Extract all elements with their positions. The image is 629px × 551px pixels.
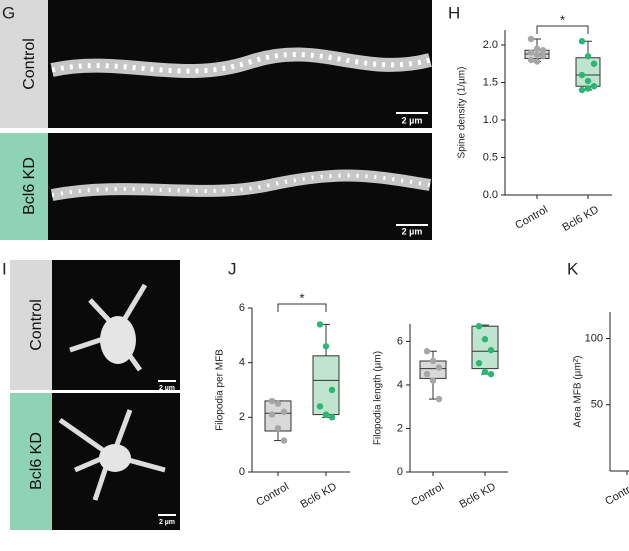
data-point	[435, 364, 443, 371]
y-tick-label: 100	[585, 332, 603, 344]
label-bar	[10, 393, 52, 530]
x-tick-label: Bcl6 KD	[299, 481, 339, 511]
y-tick-label: 50	[591, 399, 603, 411]
data-point	[322, 411, 330, 418]
neuron	[99, 444, 131, 472]
scale-label: 2 µm	[159, 385, 175, 392]
data-point	[533, 45, 541, 52]
y-axis-label: Filopodia length (µm)	[373, 351, 384, 445]
data-point	[481, 336, 489, 343]
data-point	[578, 71, 586, 79]
y-tick-label: 1.5	[483, 76, 498, 88]
data-point	[481, 368, 489, 376]
data-point	[590, 83, 598, 90]
data-point	[316, 321, 324, 328]
y-tick-label: 1.0	[483, 114, 498, 126]
data-point	[316, 403, 324, 410]
data-point	[280, 408, 288, 416]
data-point	[322, 343, 330, 350]
y-tick-label: 2	[397, 422, 403, 434]
y-tick-label: 2	[239, 411, 245, 423]
significance-bracket	[277, 303, 327, 312]
y-tick-label: 0.5	[483, 151, 498, 163]
condition-label: Bcl6 KD	[21, 157, 38, 215]
x-tick-label: Bcl6 KD	[561, 204, 601, 234]
panel-letter: H	[448, 3, 460, 22]
scale-label: 2 µm	[402, 226, 423, 236]
y-axis-label: Area MFB (µm²)	[573, 356, 584, 428]
data-point	[429, 377, 437, 384]
panel-letter: G	[2, 3, 15, 22]
x-tick-label: Bcl6 KD	[458, 481, 498, 511]
box	[471, 325, 499, 370]
condition-label: Bcl6 KD	[28, 432, 45, 490]
neuron	[100, 316, 136, 364]
data-point	[533, 51, 541, 58]
x-tick-label: Control	[409, 481, 446, 509]
data-point	[435, 395, 443, 403]
significance-label: *	[560, 12, 565, 27]
data-point	[274, 425, 282, 432]
scale-label: 2 µm	[159, 519, 175, 526]
panel-letter: J	[228, 259, 237, 278]
x-tick-label: Control	[603, 480, 629, 508]
data-point	[533, 58, 541, 65]
x-tick-label: Control	[254, 481, 291, 509]
data-point	[274, 400, 282, 407]
y-tick-label: 6	[397, 335, 403, 347]
data-point	[527, 56, 535, 64]
panel-letter: K	[567, 259, 579, 278]
y-tick-label: 6	[239, 302, 245, 314]
significance-bracket	[536, 25, 589, 34]
x-tick-label: Control	[513, 204, 550, 232]
data-point	[590, 60, 598, 67]
data-point	[584, 85, 592, 92]
data-point	[487, 346, 495, 354]
data-point	[429, 357, 437, 365]
data-point	[268, 397, 276, 405]
y-tick-label: 2.0	[483, 39, 498, 51]
condition-label: Control	[21, 38, 38, 90]
data-point	[475, 359, 483, 367]
data-point	[475, 322, 483, 330]
label-bar	[10, 260, 52, 390]
data-point	[539, 47, 547, 54]
y-tick-label: 4	[397, 379, 403, 391]
data-point	[423, 370, 431, 378]
y-tick-label: 0	[397, 466, 403, 478]
y-tick-label: 0	[239, 466, 245, 478]
data-point	[527, 49, 535, 56]
dendrite	[51, 52, 431, 74]
data-point	[584, 77, 592, 85]
y-tick-label: 4	[239, 357, 245, 369]
image-panels: Control Bcl6 KD Control Bcl6 KD 2 µm 2 µ…	[0, 0, 432, 530]
y-tick-label: 0.0	[483, 189, 498, 201]
significance-label: *	[299, 290, 304, 305]
data-point	[527, 35, 535, 43]
y-axis-label: Filopodia per MFB	[215, 349, 226, 431]
label-bar	[0, 133, 48, 240]
data-point	[578, 86, 586, 94]
data-point	[539, 53, 547, 60]
condition-label: Control	[28, 299, 45, 351]
y-axis-label: Spine density (1/µm)	[457, 67, 468, 159]
data-point	[328, 386, 336, 394]
data-point	[268, 411, 276, 418]
data-point	[584, 53, 592, 60]
data-point	[487, 370, 495, 378]
panel-letter: I	[2, 259, 7, 278]
scale-label: 2 µm	[402, 115, 423, 125]
data-point	[423, 348, 431, 355]
label-bar	[0, 0, 48, 128]
data-point	[578, 38, 586, 45]
dendrite	[50, 169, 431, 201]
data-point	[280, 437, 288, 444]
data-point	[328, 414, 336, 421]
